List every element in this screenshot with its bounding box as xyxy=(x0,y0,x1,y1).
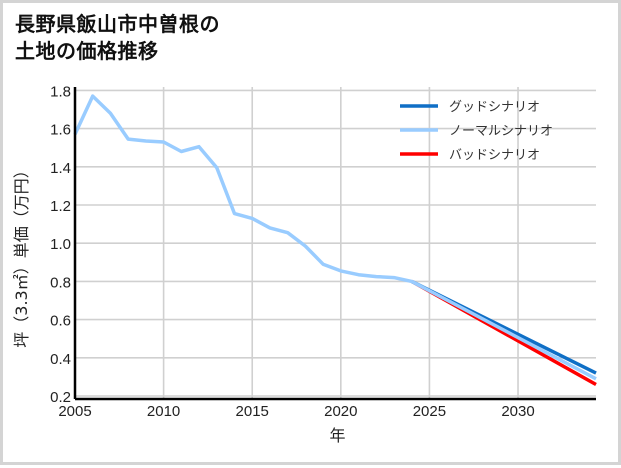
chart-title-line2: 土地の価格推移 xyxy=(15,39,159,63)
y-tick-label: 0.6 xyxy=(50,313,71,330)
x-tick-label: 2010 xyxy=(147,403,180,420)
x-tick-label: 2020 xyxy=(324,403,357,420)
x-axis-label: 年 xyxy=(329,426,345,445)
grid xyxy=(74,87,596,399)
y-axis-label: 坪（3.3㎡）単価（万円） xyxy=(12,162,31,347)
y-tick-label: 0.4 xyxy=(50,351,71,368)
chart-title: 長野県飯山市中曽根の 土地の価格推移 xyxy=(15,11,220,65)
series-line-1 xyxy=(73,94,597,381)
x-tick-label: 2015 xyxy=(236,403,269,420)
x-tick-label: 2025 xyxy=(413,403,446,420)
legend-label: ノーマルシナリオ xyxy=(449,124,553,139)
x-tick-label: 2030 xyxy=(501,403,534,420)
y-tick-label: 1.6 xyxy=(50,122,71,139)
y-tick-label: 1.4 xyxy=(50,160,71,177)
y-tick-label: 0.2 xyxy=(50,389,71,406)
legend-label: バッドシナリオ xyxy=(449,148,540,163)
x-tick-label: 2005 xyxy=(58,403,91,420)
line-chart: 0.2 0.4 0.6 0.8 1.0 1.2 1.4 1.6 1.8 2005 2010 2015 2… xyxy=(12,83,597,445)
axes: 0.2 0.4 0.6 0.8 1.0 1.2 1.4 1.6 1.8 2005 2010 2015 2… xyxy=(12,83,596,445)
series xyxy=(73,94,597,387)
chart-title-line1: 長野県飯山市中曽根の xyxy=(15,12,220,36)
y-tick-label: 1.0 xyxy=(50,236,71,253)
legend-label: グッドシナリオ xyxy=(449,100,540,115)
y-tick-label: 0.8 xyxy=(50,274,71,291)
y-tick-label: 1.8 xyxy=(50,83,71,100)
y-tick-label: 1.2 xyxy=(50,198,71,215)
